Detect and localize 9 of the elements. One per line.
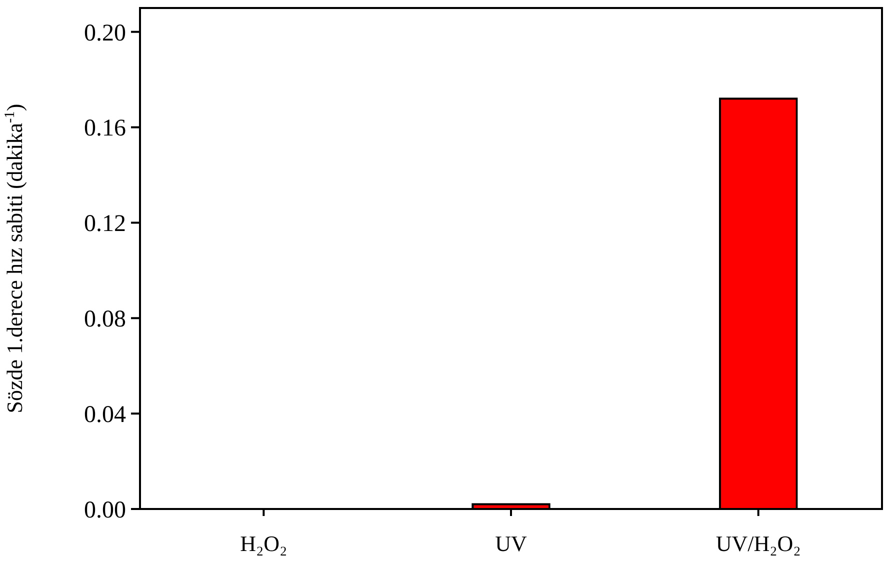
x-tick-label: H₂O₂ — [240, 531, 288, 556]
y-tick-label: 0.16 — [84, 116, 126, 142]
x-tick-label: UV/H₂O₂ — [716, 531, 801, 556]
y-tick-label: 0.00 — [84, 497, 126, 524]
y-tick-label: 0.04 — [84, 402, 126, 428]
y-tick-label: 0.12 — [84, 211, 126, 238]
x-tick-label: UV — [495, 531, 527, 556]
y-tick-label: 0.20 — [84, 20, 126, 46]
y-tick-label: 0.08 — [84, 306, 126, 333]
